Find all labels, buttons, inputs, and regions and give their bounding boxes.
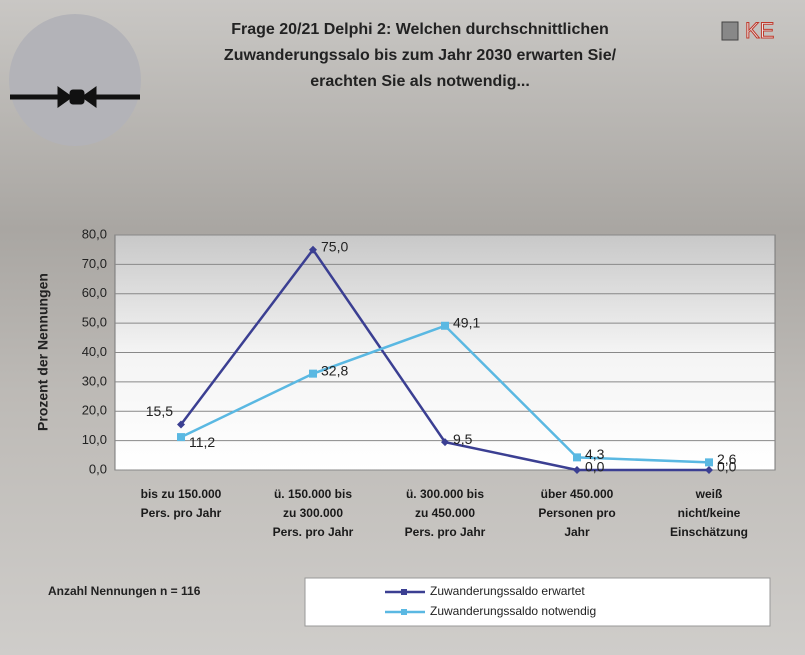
y-tick-label: 30,0 [82, 373, 107, 388]
x-tick-label: bis zu 150.000 [141, 487, 222, 501]
point [705, 458, 713, 467]
title-line: erachten Sie als notwendig... [310, 73, 530, 90]
y-tick-label: 60,0 [82, 285, 107, 300]
annotation: Anzahl Nennungen n = 116 [48, 584, 201, 598]
point [309, 369, 317, 378]
point [705, 466, 713, 474]
legend-label: Zuwanderungssaldo erwartet [430, 584, 585, 598]
x-tick-label: nicht/keine [678, 506, 741, 520]
value-label: 32,8 [321, 362, 348, 378]
point [309, 245, 317, 254]
value-label: 49,1 [453, 314, 480, 330]
point [177, 420, 185, 429]
value-label: 15,5 [146, 403, 173, 419]
logo-crest [721, 21, 739, 41]
value-label: 0,0 [585, 459, 605, 475]
logo: KE [745, 18, 774, 43]
x-tick-label: zu 450.000 [415, 506, 475, 520]
x-tick-label: Jahr [564, 525, 590, 539]
icon-circle [9, 14, 141, 146]
value-label: 11,2 [189, 434, 215, 450]
legend-label: Zuwanderungssaldo notwendig [430, 604, 596, 618]
x-tick-label: Einschätzung [670, 525, 748, 539]
point [573, 453, 581, 462]
point [573, 466, 581, 474]
x-tick-label: zu 300.000 [283, 506, 343, 520]
y-axis-label: Prozent der Nennungen [35, 273, 51, 431]
legend-marker [401, 589, 407, 595]
x-tick-label: Pers. pro Jahr [141, 506, 222, 520]
y-tick-label: 70,0 [82, 256, 107, 271]
point [441, 321, 449, 330]
value-label: 75,0 [321, 238, 348, 254]
x-tick-label: weiß [695, 487, 723, 501]
point [441, 438, 449, 447]
x-tick-label: über 450.000 [541, 487, 614, 501]
title-line: Zuwanderungssalo bis zum Jahr 2030 erwar… [224, 47, 617, 64]
y-tick-label: 20,0 [82, 403, 107, 418]
y-tick-label: 40,0 [82, 344, 107, 359]
legend [304, 577, 771, 627]
y-tick-label: 80,0 [82, 226, 107, 241]
y-tick-label: 0,0 [89, 461, 107, 476]
value-label: 2,6 [717, 451, 737, 467]
x-tick-label: ü. 150.000 bis [274, 487, 352, 501]
value-label: 4,3 [585, 446, 605, 462]
x-tick-label: Pers. pro Jahr [273, 525, 354, 539]
legend-marker [401, 609, 407, 615]
y-tick-label: 10,0 [82, 432, 107, 447]
value-label: 9,5 [453, 431, 473, 447]
value-label: 0,0 [717, 459, 737, 475]
y-tick-label: 50,0 [82, 315, 107, 330]
x-tick-label: Pers. pro Jahr [405, 525, 486, 539]
icon-arrows [10, 86, 140, 108]
x-tick-label: ü. 300.000 bis [406, 487, 484, 501]
title-line: Frage 20/21 Delphi 2: Welchen durchschni… [231, 21, 609, 38]
x-tick-label: Personen pro [538, 506, 615, 520]
point [177, 433, 185, 442]
